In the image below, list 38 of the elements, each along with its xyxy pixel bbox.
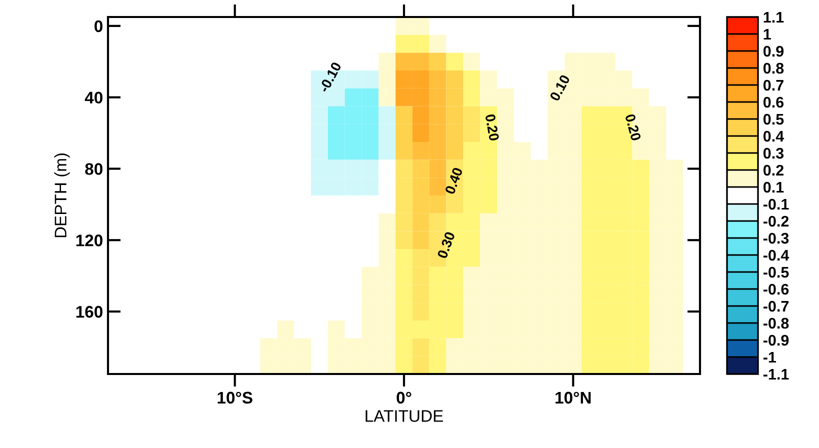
color-bar-label: -0.1 bbox=[763, 198, 789, 210]
color-bar-label: 0.4 bbox=[763, 130, 784, 142]
color-bar-label: 0.5 bbox=[763, 114, 784, 125]
x-axis-title: LATITUDE bbox=[366, 410, 443, 422]
y-tick-label: 120 bbox=[76, 234, 102, 246]
color-bar-label: 1.1 bbox=[764, 12, 784, 23]
color-bar-label: -1.1 bbox=[763, 369, 789, 380]
color-bar-label: -0.6 bbox=[763, 284, 789, 295]
color-bar-label: -1 bbox=[763, 352, 776, 363]
color-bar-label: 0.2 bbox=[763, 164, 784, 176]
annotation: 0.30 bbox=[437, 231, 456, 259]
y-tick-label: 80 bbox=[85, 163, 102, 175]
color-bar-label: -0.9 bbox=[763, 334, 789, 346]
color-bar-label: 0.6 bbox=[763, 96, 784, 108]
annotation: 0.20 bbox=[485, 114, 500, 142]
color-bar-label: 0.1 bbox=[763, 182, 784, 193]
color-bar-label: 0.7 bbox=[763, 80, 784, 91]
x-tick-label: 0° bbox=[396, 392, 412, 404]
annotation: 0.20 bbox=[624, 114, 642, 142]
color-bar-label: -0.5 bbox=[763, 266, 789, 278]
x-tick-label: 10°S bbox=[218, 392, 252, 404]
y-tick-label: 160 bbox=[76, 306, 102, 318]
annotation: -0.10 bbox=[318, 61, 342, 93]
color-bar-label: -0.2 bbox=[763, 216, 789, 227]
color-bar-label: 1 bbox=[764, 29, 771, 40]
y-tick-label: 0 bbox=[94, 20, 102, 32]
annotation: 0.40 bbox=[444, 166, 463, 195]
color-bar-label: 0.8 bbox=[763, 62, 784, 74]
color-bar-label: -0.7 bbox=[763, 300, 789, 312]
annotation: 0.10 bbox=[549, 74, 570, 102]
color-bar-label: 0.3 bbox=[763, 148, 784, 159]
y-axis-title: DEPTH (m) bbox=[54, 153, 70, 238]
color-bar-label: 0.9 bbox=[763, 46, 784, 57]
color-bar-label: -0.3 bbox=[763, 232, 789, 244]
color-bar-label: -0.8 bbox=[763, 318, 789, 329]
y-tick-label: 40 bbox=[84, 92, 102, 104]
x-tick-label: 10°N bbox=[556, 392, 591, 404]
color-bar-label: -0.4 bbox=[763, 250, 790, 261]
